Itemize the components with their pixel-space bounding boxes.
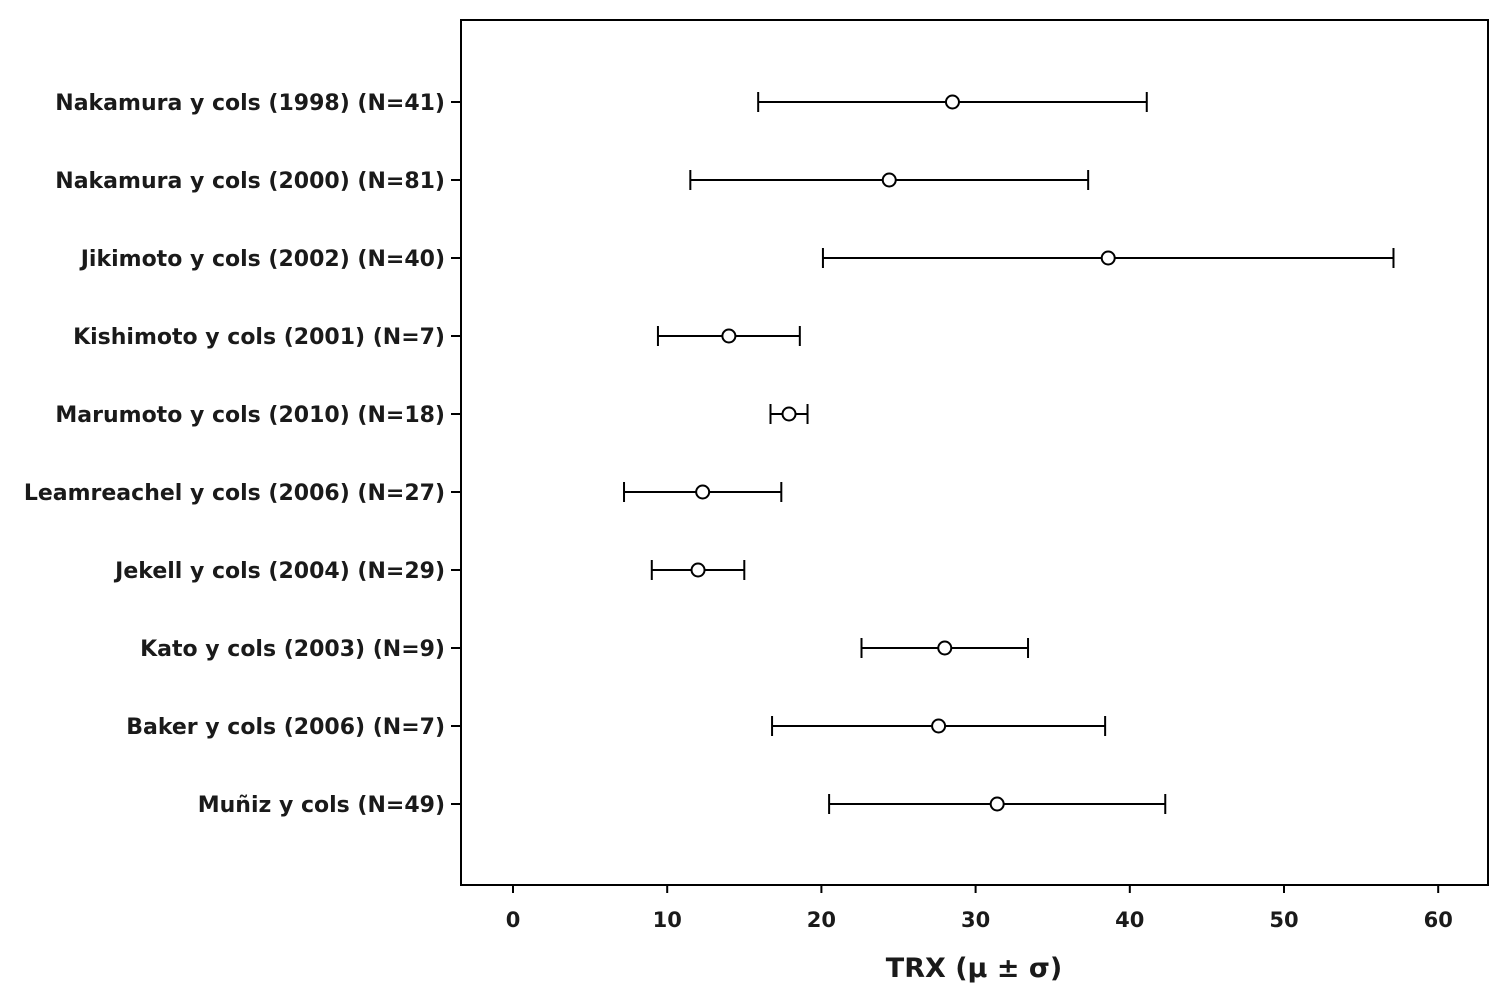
category-label: Jikimoto y cols (2002) (N=40) <box>79 247 445 272</box>
category-label: Kishimoto y cols (2001) (N=7) <box>73 325 445 350</box>
category-label: Marumoto y cols (2010) (N=18) <box>55 403 445 428</box>
plot-frame <box>460 19 1489 886</box>
mean-marker <box>944 94 960 110</box>
mean-marker <box>781 406 797 422</box>
x-axis: 0 10 20 30 40 50 60 <box>506 885 1453 932</box>
category-label: Leamreachel y cols (2006) (N=27) <box>24 481 445 506</box>
category-label: Muñiz y cols (N=49) <box>198 793 445 818</box>
mean-marker <box>721 328 737 344</box>
mean-marker <box>690 562 706 578</box>
x-tick-label: 60 <box>1424 908 1453 932</box>
category-label: Kato y cols (2003) (N=9) <box>140 637 445 662</box>
x-tick-label: 30 <box>961 908 990 932</box>
category-label: Baker y cols (2006) (N=7) <box>126 715 445 740</box>
mean-marker <box>931 718 947 734</box>
x-tick-label: 20 <box>807 908 836 932</box>
x-tick-label: 10 <box>653 908 682 932</box>
mean-marker <box>1100 250 1116 266</box>
mean-marker <box>695 484 711 500</box>
x-tick-label: 40 <box>1115 908 1144 932</box>
category-label: Jekell y cols (2004) (N=29) <box>113 559 445 584</box>
x-tick-label: 0 <box>506 908 521 932</box>
mean-marker <box>937 640 953 656</box>
x-tick-label: 50 <box>1269 908 1298 932</box>
category-label: Nakamura y cols (1998) (N=41) <box>55 91 445 116</box>
data-rows: Nakamura y cols (1998) (N=41) Nakamura y … <box>24 91 1395 818</box>
mean-marker <box>881 172 897 188</box>
category-label: Nakamura y cols (2000) (N=81) <box>55 169 445 194</box>
x-axis-title: TRX (μ ± σ) <box>886 953 1062 984</box>
mean-marker <box>989 796 1005 812</box>
